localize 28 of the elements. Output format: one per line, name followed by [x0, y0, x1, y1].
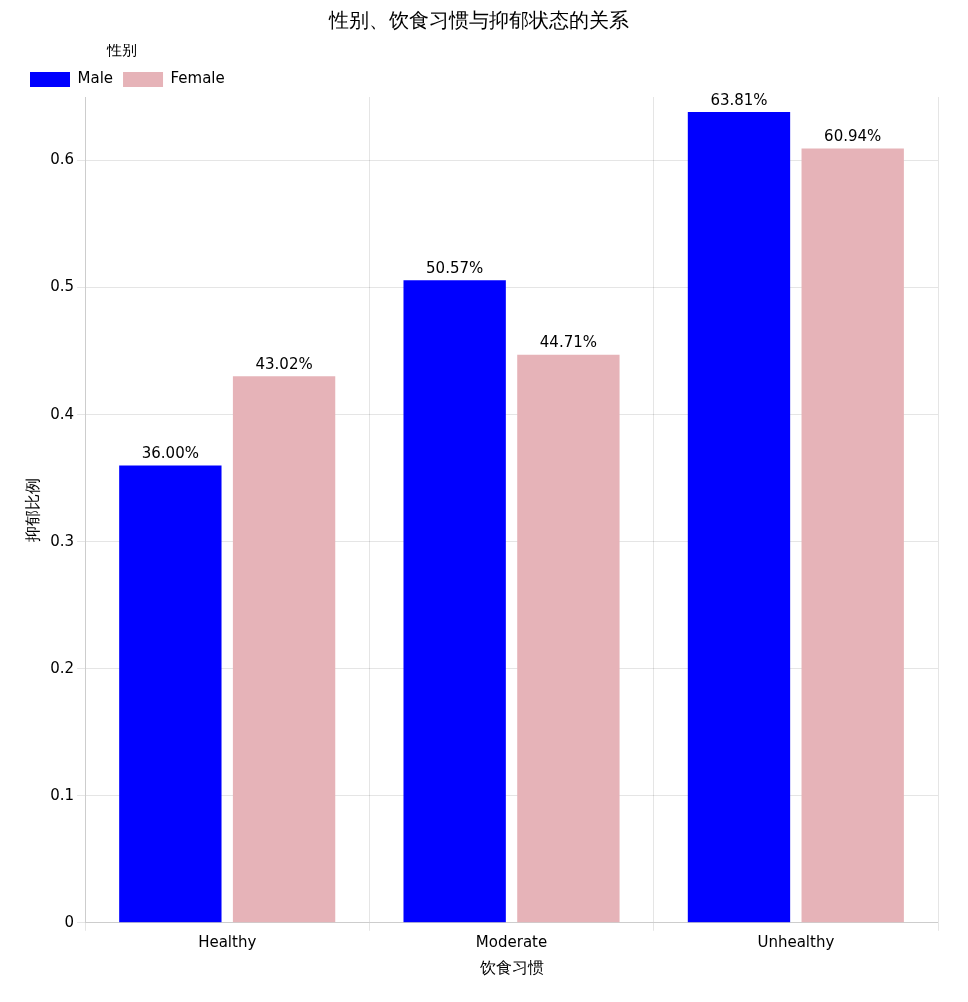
x-tick-label: Healthy	[198, 932, 257, 951]
y-tick-label: 0.2	[50, 658, 75, 677]
data-label: 44.71%	[539, 333, 597, 352]
data-label: 36.00%	[141, 443, 199, 462]
data-label: 43.02%	[255, 354, 313, 373]
chart-title: 性别、饮食习惯与抑郁状态的关系	[328, 8, 629, 33]
y-tick-label: 0.6	[50, 150, 75, 169]
data-label: 60.94%	[824, 126, 882, 145]
x-axis-title: 饮食习惯	[478, 957, 544, 977]
x-tick-label: Unhealthy	[757, 932, 835, 951]
bar	[232, 376, 336, 923]
legend-title: 性别	[106, 41, 138, 60]
data-label: 63.81%	[710, 90, 768, 109]
legend-label: Female	[170, 69, 225, 88]
x-tick-label: Moderate	[475, 932, 548, 951]
y-tick-label: 0.5	[50, 277, 75, 296]
bar	[119, 465, 222, 923]
bar	[517, 354, 620, 923]
y-tick-label: 0.1	[50, 785, 75, 804]
legend-label: Male	[77, 69, 114, 88]
y-tick-label: 0	[64, 912, 75, 931]
y-tick-label: 0.3	[50, 531, 75, 550]
bar	[801, 148, 904, 923]
data-label: 50.57%	[426, 258, 484, 277]
y-axis-title: 抑郁比例	[22, 477, 42, 542]
bar	[403, 280, 506, 923]
bar	[687, 112, 791, 923]
y-tick-label: 0.4	[50, 404, 75, 423]
